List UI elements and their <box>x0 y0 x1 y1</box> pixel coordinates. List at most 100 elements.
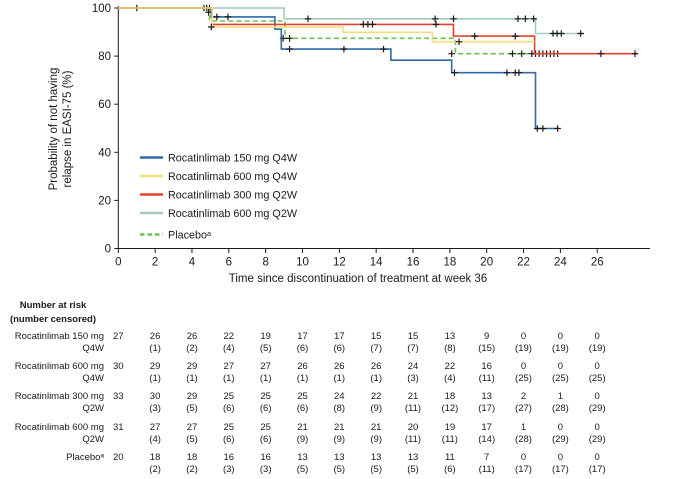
y-tick-label: 100 <box>92 3 111 15</box>
censor-mark <box>631 50 639 57</box>
x-tick-label: 0 <box>115 257 121 269</box>
risk-cell-week-6: 22 (4) <box>222 330 235 354</box>
censor-mark <box>534 125 541 132</box>
risk-cell-week-20: 9 (15) <box>478 330 496 354</box>
risk-cell-week-18: 11 (6) <box>444 452 456 476</box>
x-tick-label: 22 <box>517 257 530 269</box>
censor-mark <box>509 50 516 57</box>
risk-cell-week-18: 19 (11) <box>441 421 458 445</box>
censor-mark <box>431 15 439 23</box>
y-tick-label: 40 <box>98 147 111 159</box>
risk-cell-week-14: 13 (5) <box>370 452 382 476</box>
x-tick-label: 16 <box>407 257 420 269</box>
y-axis-label-line1: Probability of not having <box>48 67 60 191</box>
risk-cell-week-12: 26 (1) <box>333 360 346 384</box>
risk-cell-week-6: 16 (3) <box>222 452 235 476</box>
risk-cell-week-10: 17 (6) <box>296 330 309 354</box>
risk-cell-week-6: 25 (6) <box>222 391 235 415</box>
risk-cell-week-16: 13 (5) <box>407 452 419 476</box>
risk-cell-week-22: 0 (17) <box>515 452 532 476</box>
risk-cell-week-4: 29 (1) <box>186 360 198 384</box>
censor-mark <box>577 30 584 37</box>
censor-mark <box>511 32 519 40</box>
risk-cell-week-20: 7 (11) <box>478 452 495 476</box>
y-tick-label: 0 <box>105 244 111 256</box>
censor-mark <box>304 15 312 23</box>
risk-cell-week-20: 16 (11) <box>478 360 495 384</box>
x-axis-label: Time since discontinuation of treatment … <box>228 273 488 285</box>
censor-mark <box>597 50 605 57</box>
censor-mark <box>471 32 479 40</box>
censor-mark <box>340 45 348 53</box>
risk-cell-week-0: 31 <box>113 421 124 433</box>
risk-cell-week-24: 0 (19) <box>551 330 569 354</box>
risk-row-label: Rocatinlimab 150 mg Q4W <box>14 330 104 354</box>
censor-mark <box>286 45 293 53</box>
risk-cell-week-8: 16 (3) <box>259 452 272 476</box>
censor-mark <box>205 9 212 16</box>
risk-cell-week-12: 21 (9) <box>333 421 346 445</box>
km-curve-rocatinlimab-150-mg-q4w <box>118 7 559 130</box>
risk-cell-week-10: 26 (1) <box>296 360 309 384</box>
risk-cell-week-2: 30 (3) <box>149 391 161 415</box>
y-tick-label: 20 <box>98 195 111 207</box>
x-tick-label: 10 <box>296 257 309 269</box>
censor-mark <box>208 23 215 31</box>
y-axis-label-line2: relapse in EASI-75 (%) <box>62 70 74 188</box>
risk-cell-week-16: 21 (11) <box>404 391 422 415</box>
km-curve-rocatinlimab-600-mg-q2w <box>118 7 584 35</box>
risk-cell-week-4: 26 (2) <box>186 330 198 354</box>
risk-cell-week-16: 24 (3) <box>407 360 419 384</box>
x-tick-label: 2 <box>152 257 158 269</box>
km-curve-placeboᵃ <box>118 7 559 55</box>
legend-label-1: Rocatinlimab 150 mg Q4W <box>168 152 298 164</box>
risk-cell-week-0: 30 <box>113 360 124 372</box>
risk-row-label: Rocatinlimab 600 mg Q2W <box>14 421 104 445</box>
censor-mark <box>451 69 458 76</box>
x-tick-label: 4 <box>189 257 196 269</box>
risk-cell-week-6: 25 (6) <box>222 421 235 445</box>
risk-cell-week-16: 20 (11) <box>404 421 422 445</box>
risk-cell-week-26: 0 (29) <box>588 391 606 415</box>
risk-cell-week-4: 27 (5) <box>186 421 198 445</box>
risk-cell-week-0: 20 <box>113 452 124 463</box>
censor-mark <box>554 125 561 132</box>
risk-cell-week-2: 27 (4) <box>149 421 161 445</box>
y-tick-label: 80 <box>98 51 111 63</box>
risk-table-header-line1: Number at risk <box>19 300 87 311</box>
censor-mark <box>518 50 525 57</box>
risk-cell-week-12: 13 (5) <box>333 452 346 476</box>
risk-cell-week-0: 33 <box>113 391 124 402</box>
risk-cell-week-22: 0 (25) <box>515 360 532 384</box>
x-tick-label: 12 <box>333 257 346 269</box>
risk-cell-week-14: 26 (1) <box>370 360 382 384</box>
risk-cell-week-4: 18 (2) <box>186 452 198 476</box>
x-tick-label: 20 <box>480 257 493 269</box>
legend-label-2: Rocatinlimab 600 mg Q4W <box>168 171 298 183</box>
risk-cell-week-2: 26 (1) <box>149 330 161 354</box>
censor-mark <box>530 15 537 23</box>
risk-cell-week-14: 15 (7) <box>370 330 382 354</box>
risk-cell-week-26: 0 (17) <box>588 452 606 476</box>
risk-cell-week-2: 18 (2) <box>149 452 161 476</box>
risk-cell-week-8: 19 (5) <box>259 330 272 354</box>
censor-mark <box>380 45 387 53</box>
risk-row-label: Placeboᵃ <box>66 452 104 463</box>
legend-label-3: Rocatinlimab 300 mg Q2W <box>168 189 298 201</box>
risk-cell-week-6: 27 (1) <box>222 360 235 384</box>
risk-cell-week-10: 21 (9) <box>296 421 309 445</box>
censor-mark <box>213 13 221 21</box>
risk-cell-week-22: 2 (27) <box>515 391 532 415</box>
risk-cell-week-26: 0 (29) <box>588 421 606 445</box>
censor-mark <box>432 21 440 28</box>
x-tick-label: 14 <box>370 257 383 269</box>
km-curve-rocatinlimab-300-mg-q2w <box>118 7 638 55</box>
x-tick-label: 26 <box>591 257 604 269</box>
risk-cell-week-4: 29 (5) <box>186 391 198 415</box>
risk-cell-week-8: 27 (1) <box>259 360 272 384</box>
censor-mark <box>448 50 456 57</box>
risk-cell-week-8: 25 (6) <box>259 391 272 415</box>
risk-table-header-line2: (number censored) <box>9 313 97 325</box>
